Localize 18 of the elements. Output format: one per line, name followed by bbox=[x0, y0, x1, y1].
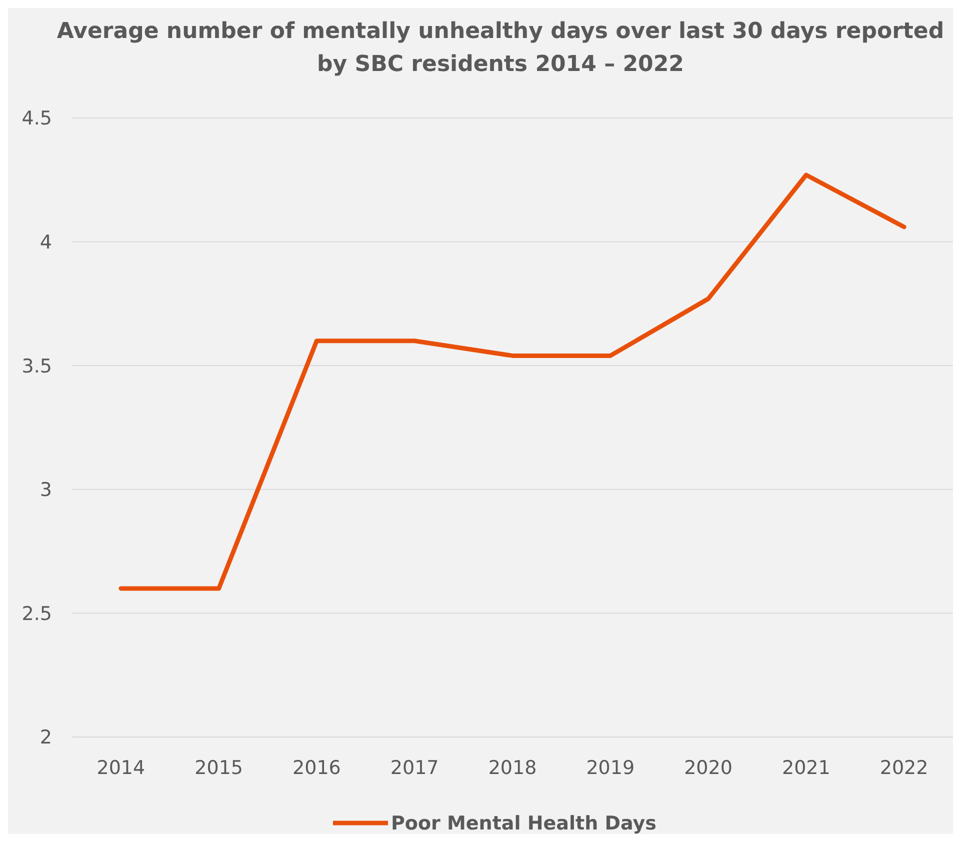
y-tick-label: 3.5 bbox=[22, 355, 52, 378]
line-series bbox=[118, 172, 906, 591]
x-tick-label: 2018 bbox=[488, 757, 537, 779]
x-tick-label: 2020 bbox=[684, 757, 732, 779]
legend-label: Poor Mental Health Days bbox=[391, 812, 656, 835]
y-tick-label: 4.5 bbox=[22, 108, 52, 130]
x-tick-label: 2022 bbox=[880, 757, 928, 779]
y-tick-label: 4 bbox=[40, 231, 52, 254]
x-tick-label: 2014 bbox=[96, 757, 146, 779]
y-tick-label: 3 bbox=[40, 479, 52, 502]
x-tick-label: 2017 bbox=[390, 757, 439, 779]
chart-title: Average number of mentally unhealthy days over last 30 days reported by SBC residents 2014 – 2022 bbox=[56, 19, 944, 77]
y-tick-label: 2 bbox=[40, 726, 52, 749]
x-tick-label: 2015 bbox=[194, 757, 244, 779]
x-tick-label: 2016 bbox=[292, 757, 341, 779]
x-tick-label: 2021 bbox=[782, 757, 830, 779]
y-tick-label: 2.5 bbox=[22, 602, 52, 625]
x-tick-label: 2019 bbox=[586, 757, 635, 779]
